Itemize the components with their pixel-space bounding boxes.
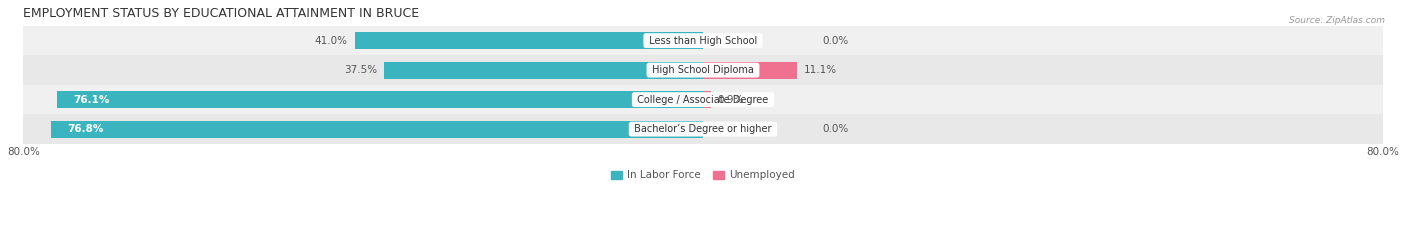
Text: EMPLOYMENT STATUS BY EDUCATIONAL ATTAINMENT IN BRUCE: EMPLOYMENT STATUS BY EDUCATIONAL ATTAINM…	[24, 7, 419, 20]
Bar	[51, 120, 703, 138]
Text: 11.1%: 11.1%	[804, 65, 837, 75]
Text: Less than High School: Less than High School	[645, 36, 761, 46]
Bar	[703, 62, 797, 79]
Text: High School Diploma: High School Diploma	[650, 65, 756, 75]
Text: 0.0%: 0.0%	[823, 124, 848, 134]
Bar	[56, 91, 703, 108]
Bar	[703, 91, 710, 108]
Text: 37.5%: 37.5%	[344, 65, 378, 75]
Text: 76.1%: 76.1%	[73, 95, 110, 105]
Bar	[24, 26, 1382, 55]
Legend: In Labor Force, Unemployed: In Labor Force, Unemployed	[607, 166, 799, 185]
Bar	[24, 85, 1382, 114]
Bar	[354, 32, 703, 49]
Text: College / Associate Degree: College / Associate Degree	[634, 95, 772, 105]
Bar	[384, 62, 703, 79]
Text: 76.8%: 76.8%	[67, 124, 104, 134]
Text: 41.0%: 41.0%	[315, 36, 347, 46]
Text: 0.9%: 0.9%	[717, 95, 744, 105]
Text: Bachelor’s Degree or higher: Bachelor’s Degree or higher	[631, 124, 775, 134]
Text: 0.0%: 0.0%	[823, 36, 848, 46]
Text: Source: ZipAtlas.com: Source: ZipAtlas.com	[1289, 16, 1385, 25]
Bar	[24, 55, 1382, 85]
Bar	[24, 114, 1382, 144]
